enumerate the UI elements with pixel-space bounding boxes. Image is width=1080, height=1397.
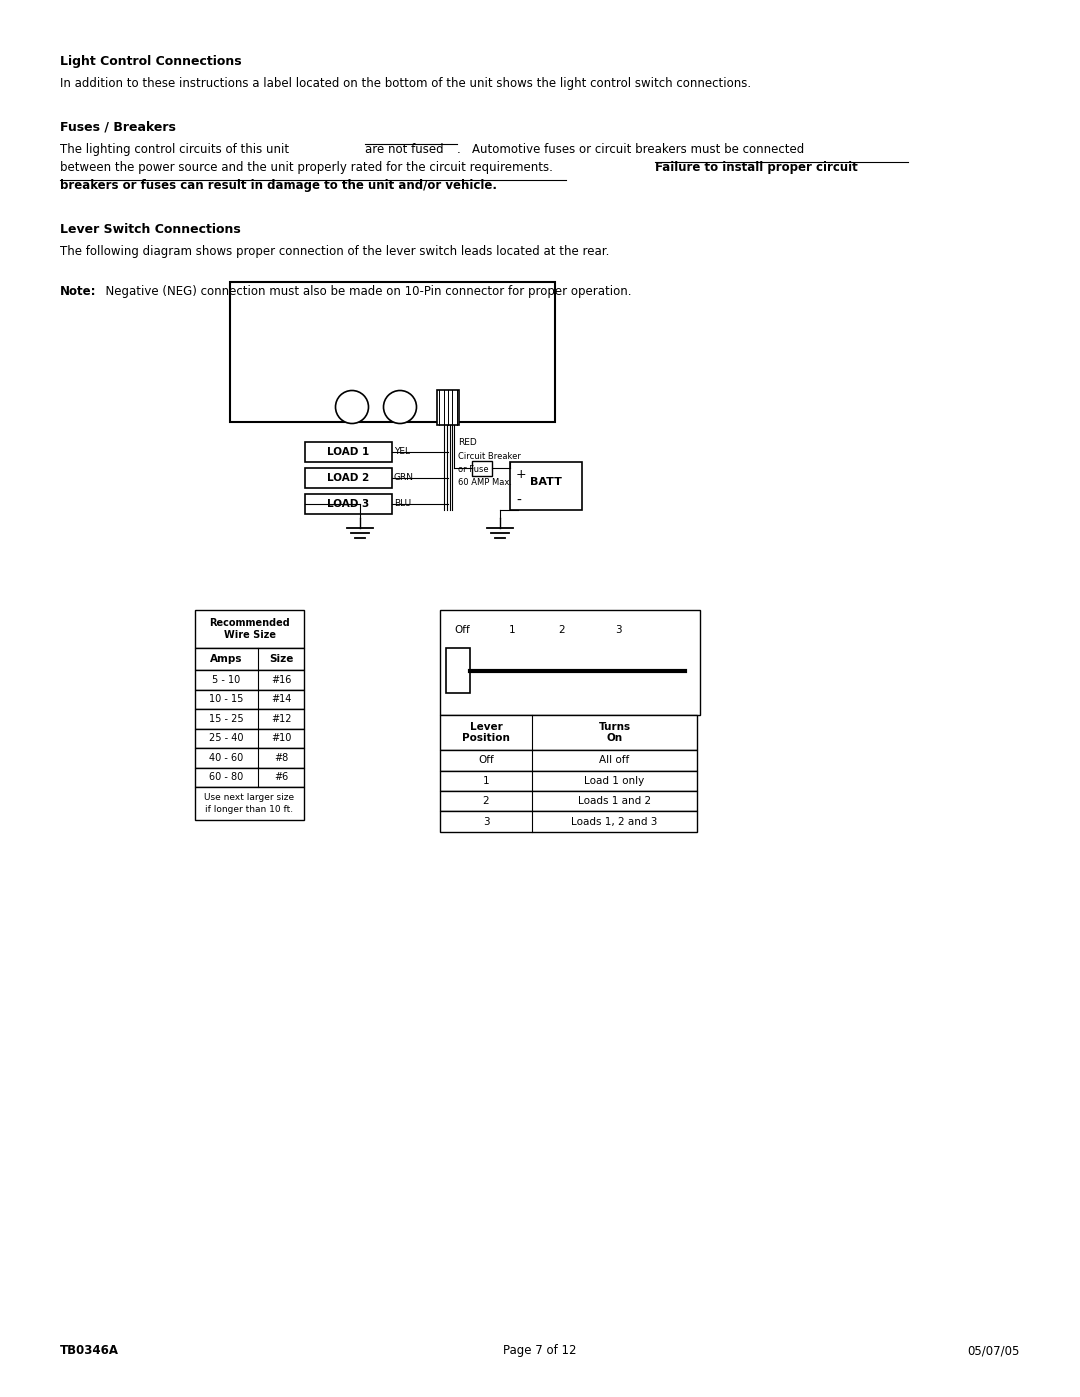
Text: Loads 1 and 2: Loads 1 and 2 <box>578 796 651 806</box>
Text: or Fuse: or Fuse <box>458 465 488 474</box>
Bar <box>440 812 697 833</box>
Bar <box>195 787 303 820</box>
Bar <box>440 750 697 771</box>
Text: Use next larger size
if longer than 10 ft.: Use next larger size if longer than 10 f… <box>204 793 295 813</box>
Text: #8: #8 <box>274 753 288 763</box>
Circle shape <box>336 391 368 423</box>
Bar <box>472 461 492 475</box>
Text: are not fused: are not fused <box>365 142 443 156</box>
Text: All off: All off <box>599 756 630 766</box>
Text: 1: 1 <box>483 775 489 785</box>
Text: Circuit Breaker: Circuit Breaker <box>458 453 521 461</box>
Bar <box>195 767 303 787</box>
Bar <box>195 747 303 767</box>
Text: 3: 3 <box>483 817 489 827</box>
Text: Negative (NEG) connection must also be made on 10-Pin connector for proper opera: Negative (NEG) connection must also be m… <box>98 285 632 298</box>
Text: The lighting control circuits of this unit: The lighting control circuits of this un… <box>60 142 293 156</box>
Circle shape <box>383 391 417 423</box>
Text: #10: #10 <box>271 733 292 743</box>
Text: 60 AMP Max.: 60 AMP Max. <box>458 478 512 488</box>
Text: 1: 1 <box>509 624 515 636</box>
Text: YEL: YEL <box>394 447 410 455</box>
Text: Size: Size <box>269 654 293 664</box>
Text: Recommended
Wire Size: Recommended Wire Size <box>210 617 289 640</box>
Text: .   Automotive fuses or circuit breakers must be connected: . Automotive fuses or circuit breakers m… <box>457 142 804 156</box>
Bar <box>440 791 697 812</box>
Text: 05/07/05: 05/07/05 <box>968 1344 1020 1356</box>
Bar <box>195 710 303 728</box>
Text: Fuses / Breakers: Fuses / Breakers <box>60 122 176 134</box>
Text: Off: Off <box>454 624 470 636</box>
Text: Lever Switch Connections: Lever Switch Connections <box>60 224 241 236</box>
Text: In addition to these instructions a label located on the bottom of the unit show: In addition to these instructions a labe… <box>60 77 751 89</box>
Bar <box>305 495 392 514</box>
Text: 15 - 25: 15 - 25 <box>210 714 244 724</box>
Bar <box>195 648 303 671</box>
Text: 40 - 60: 40 - 60 <box>210 753 244 763</box>
Text: #6: #6 <box>274 773 288 782</box>
Text: TB0346A: TB0346A <box>60 1344 119 1356</box>
Text: RED: RED <box>458 439 476 447</box>
Text: 5 - 10: 5 - 10 <box>213 675 241 685</box>
Text: 3: 3 <box>615 624 621 636</box>
Text: +: + <box>516 468 527 481</box>
Text: 60 - 80: 60 - 80 <box>210 773 244 782</box>
Text: Page 7 of 12: Page 7 of 12 <box>503 1344 577 1356</box>
Bar <box>510 462 582 510</box>
Text: 2: 2 <box>483 796 489 806</box>
Text: breakers or fuses can result in damage to the unit and/or vehicle.: breakers or fuses can result in damage t… <box>60 179 497 191</box>
Bar <box>195 728 303 747</box>
Bar <box>195 671 303 690</box>
Text: Lever
Position: Lever Position <box>462 722 510 743</box>
Bar <box>437 390 459 425</box>
Text: BATT: BATT <box>530 476 562 488</box>
Bar <box>230 282 555 422</box>
Bar <box>195 690 303 710</box>
Text: #14: #14 <box>271 694 292 704</box>
Text: #12: #12 <box>271 714 292 724</box>
Bar <box>440 610 700 715</box>
Text: Failure to install proper circuit: Failure to install proper circuit <box>654 161 858 175</box>
Text: -: - <box>516 495 521 509</box>
Text: Amps: Amps <box>211 654 243 664</box>
Text: Load 1 only: Load 1 only <box>584 775 645 785</box>
Bar <box>305 441 392 461</box>
Text: BLU: BLU <box>394 499 411 507</box>
Bar <box>195 610 303 648</box>
Text: #16: #16 <box>271 675 292 685</box>
Text: Loads 1, 2 and 3: Loads 1, 2 and 3 <box>571 817 658 827</box>
Text: The following diagram shows proper connection of the lever switch leads located : The following diagram shows proper conne… <box>60 244 609 258</box>
Text: 2: 2 <box>558 624 565 636</box>
Text: Note:: Note: <box>60 285 96 298</box>
Text: 25 - 40: 25 - 40 <box>210 733 244 743</box>
Text: LOAD 3: LOAD 3 <box>327 499 369 509</box>
Text: Off: Off <box>478 756 494 766</box>
Bar <box>446 648 470 693</box>
Text: LOAD 2: LOAD 2 <box>327 472 369 483</box>
Bar <box>440 715 697 750</box>
Text: LOAD 1: LOAD 1 <box>327 447 369 457</box>
Text: between the power source and the unit properly rated for the circuit requirement: between the power source and the unit pr… <box>60 161 561 175</box>
Text: Turns
On: Turns On <box>598 722 631 743</box>
Text: Light Control Connections: Light Control Connections <box>60 54 242 68</box>
Bar <box>440 771 697 791</box>
Text: 10 - 15: 10 - 15 <box>210 694 244 704</box>
Bar <box>305 468 392 488</box>
Text: GRN: GRN <box>394 472 414 482</box>
